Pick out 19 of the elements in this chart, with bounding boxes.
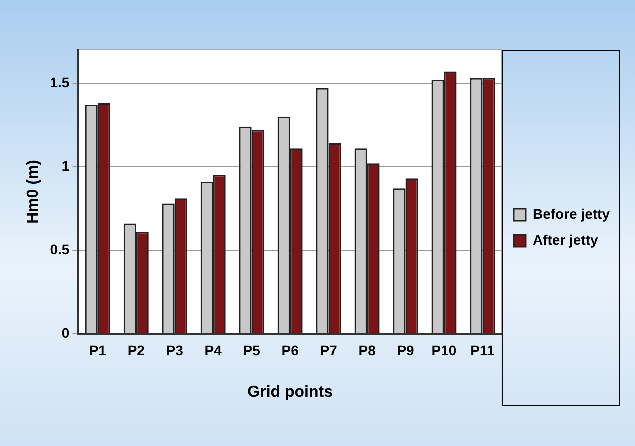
x-tick-label: P2 (128, 342, 146, 358)
x-tick-label: P11 (470, 342, 496, 358)
y-tick-label: 1.5 (50, 74, 70, 90)
x-tick-label: P9 (397, 342, 415, 358)
legend-label: Before jetty (532, 206, 610, 222)
x-tick-label: P4 (204, 342, 222, 358)
x-tick-label: P1 (89, 342, 107, 358)
x-tick-label: P8 (358, 342, 376, 358)
y-tick-label: 1 (62, 158, 70, 174)
x-tick-label: P3 (166, 342, 184, 358)
x-tick-label: P10 (432, 342, 457, 358)
y-tick-label: 0 (62, 324, 70, 341)
legend-label: After jetty (532, 232, 599, 248)
y-axis-title: Hm0 (m) (25, 160, 42, 224)
x-tick-label: P6 (282, 342, 300, 358)
x-tick-label: P7 (320, 342, 338, 358)
x-tick-label: P5 (243, 342, 261, 358)
x-axis-title: Grid points (248, 384, 334, 401)
y-tick-label: 0.5 (50, 241, 70, 258)
